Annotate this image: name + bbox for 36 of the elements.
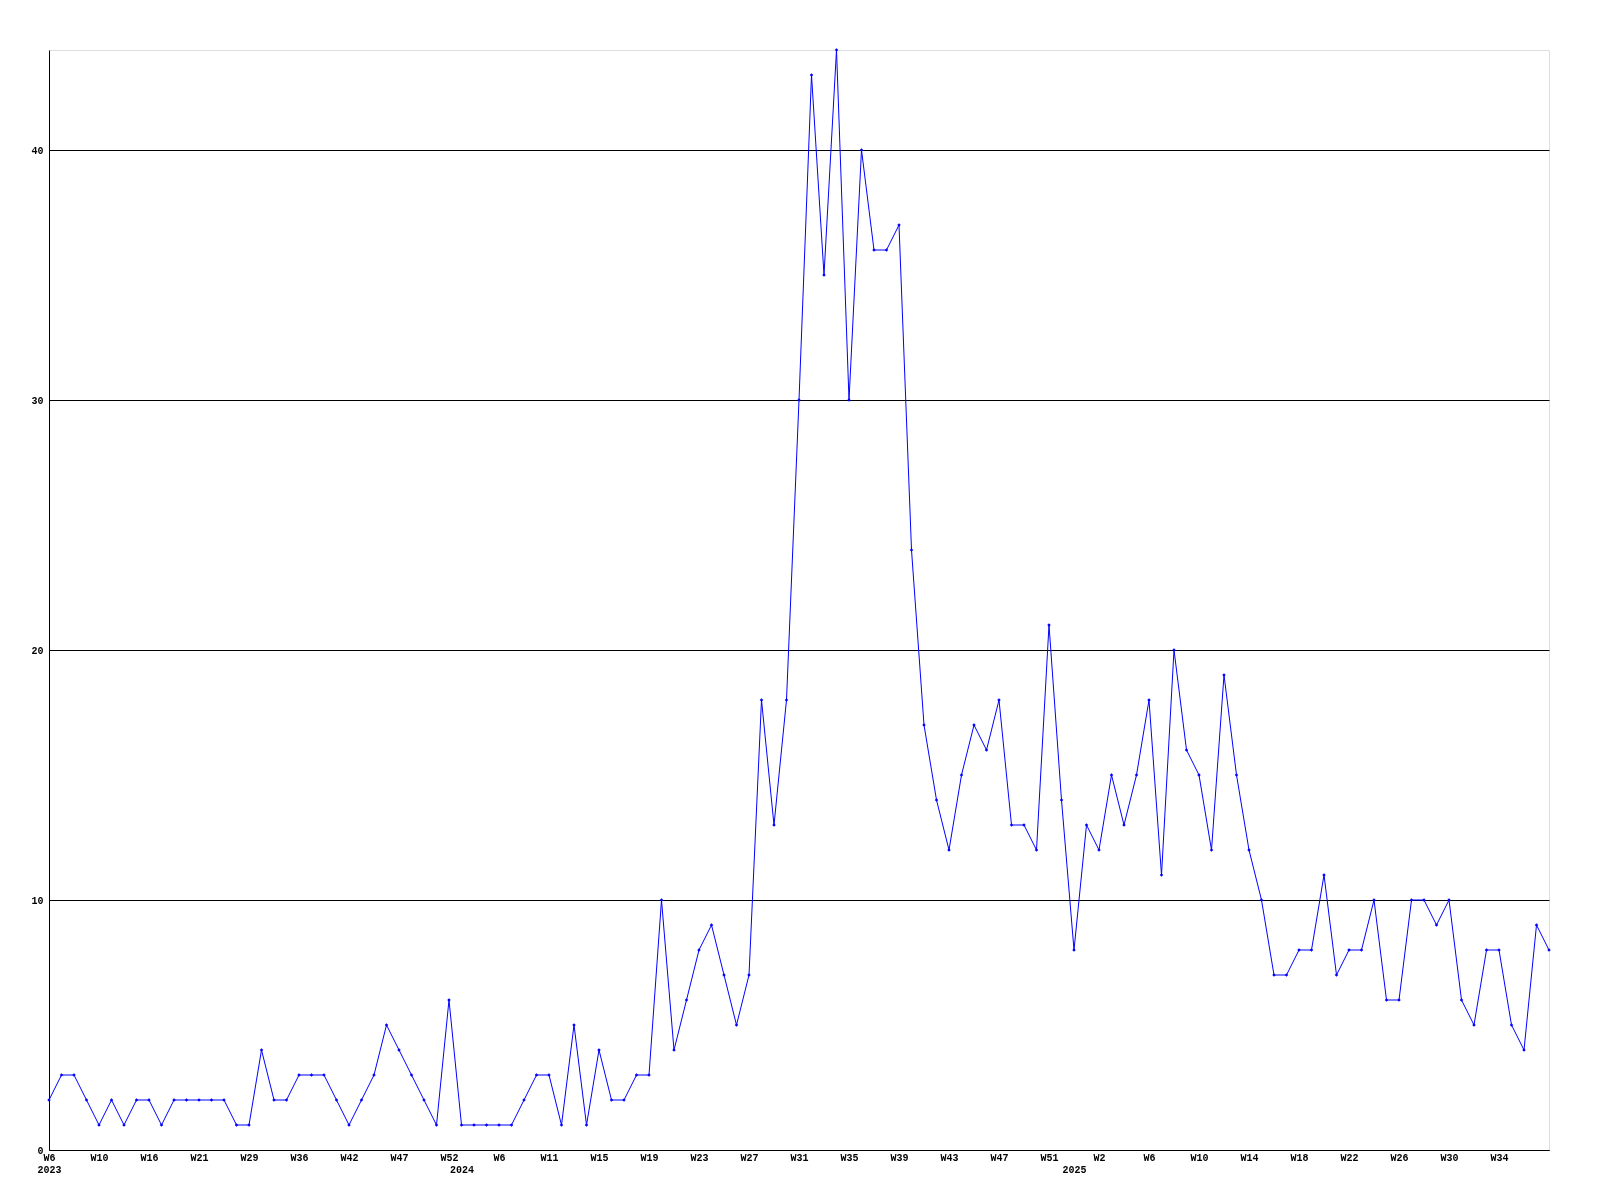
x-tick-label: W35 [840, 1152, 859, 1164]
x-tick-label: W6 [1143, 1152, 1156, 1164]
x-tick-label: W47 [990, 1152, 1009, 1164]
x-tick-label: W2 [1093, 1152, 1106, 1164]
x-tick-label: 2024 [449, 1164, 475, 1176]
x-tick-label: W31 [790, 1152, 809, 1164]
y-tick-label: 0 [37, 1145, 44, 1157]
x-tick-label: W6 [493, 1152, 506, 1164]
y-tick-label: 20 [31, 645, 44, 657]
x-tick-label: W10 [90, 1152, 109, 1164]
x-tick-label: W43 [940, 1152, 959, 1164]
x-tick-label: W23 [690, 1152, 709, 1164]
x-tick-label: W47 [390, 1152, 409, 1164]
y-tick-label: 40 [31, 145, 44, 157]
x-tick-label: W30 [1440, 1152, 1459, 1164]
x-tick-label: W21 [190, 1152, 209, 1164]
x-tick-label: W52 [440, 1152, 459, 1164]
x-tick-label: W26 [1390, 1152, 1409, 1164]
x-tick-label: W36 [290, 1152, 309, 1164]
x-tick-label: W42 [340, 1152, 359, 1164]
x-tick-label: W16 [140, 1152, 159, 1164]
x-tick-label: W39 [890, 1152, 909, 1164]
x-tick-label: W10 [1190, 1152, 1209, 1164]
y-tick-label: 10 [31, 895, 44, 907]
x-tick-label: W34 [1490, 1152, 1509, 1164]
x-tick-label: W29 [240, 1152, 259, 1164]
x-tick-label: W51 [1040, 1152, 1059, 1164]
x-tick-label: W27 [740, 1152, 759, 1164]
x-tick-label: W15 [590, 1152, 609, 1164]
x-tick-label: W19 [640, 1152, 659, 1164]
x-tick-label: W22 [1340, 1152, 1359, 1164]
x-tick-label: W14 [1240, 1152, 1259, 1164]
x-tick-label: W11 [540, 1152, 559, 1164]
y-tick-label: 30 [31, 395, 44, 407]
x-tick-label: 2025 [1062, 1164, 1087, 1176]
x-tick-label: W18 [1290, 1152, 1309, 1164]
